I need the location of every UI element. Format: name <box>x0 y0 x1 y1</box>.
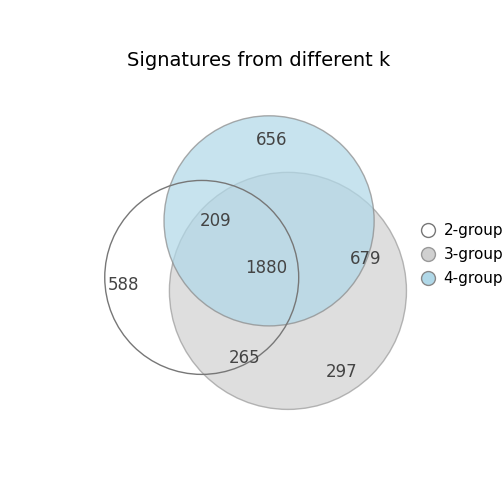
Text: 588: 588 <box>108 277 140 294</box>
Text: 297: 297 <box>326 363 358 381</box>
Text: 265: 265 <box>229 349 261 367</box>
Title: Signatures from different k: Signatures from different k <box>127 50 390 70</box>
Text: 656: 656 <box>256 131 287 149</box>
Legend: 2-group, 3-group, 4-group: 2-group, 3-group, 4-group <box>414 217 504 292</box>
Circle shape <box>169 172 406 409</box>
Text: 1880: 1880 <box>245 259 287 277</box>
Text: 679: 679 <box>350 249 382 268</box>
Text: 209: 209 <box>200 212 231 230</box>
Circle shape <box>164 116 374 326</box>
